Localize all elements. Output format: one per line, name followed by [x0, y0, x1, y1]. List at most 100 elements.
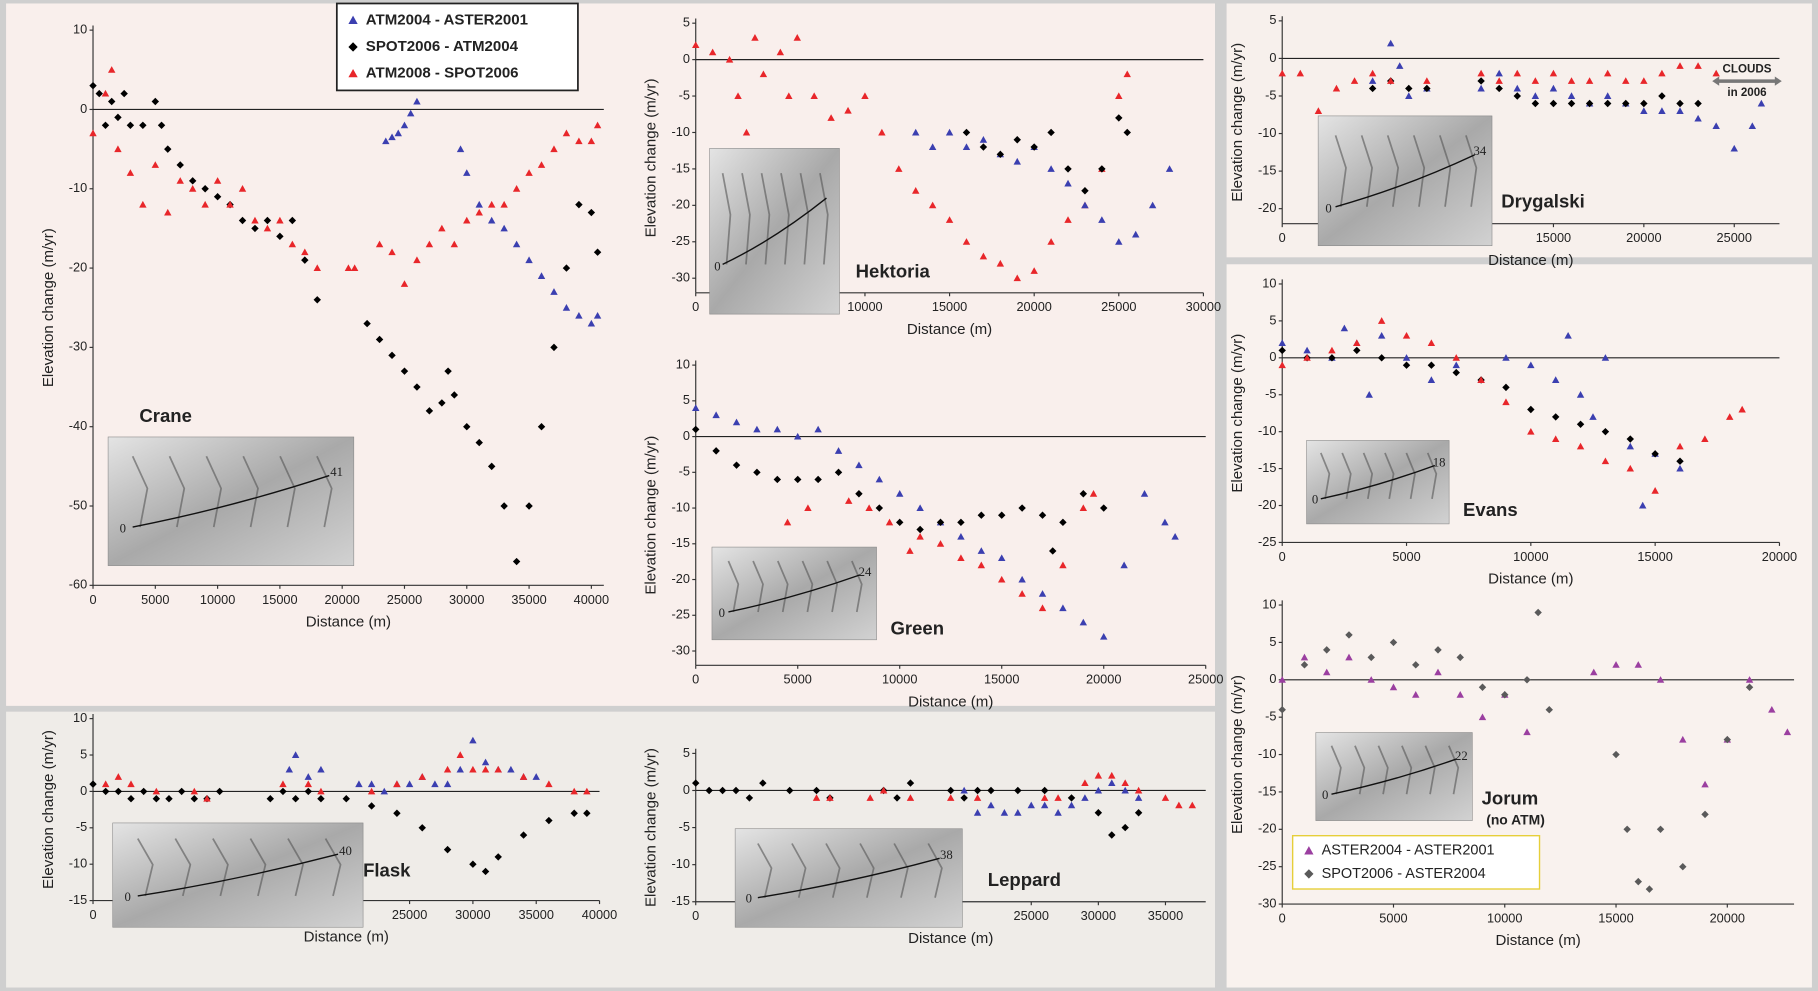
y-tick-label: -5: [679, 87, 690, 102]
inset-label: 18: [1433, 456, 1446, 470]
y-tick-label: -10: [69, 180, 87, 195]
y-tick-label: 0: [1269, 349, 1276, 364]
x-tick-label: 30000: [1081, 908, 1116, 923]
panel-title: Leppard: [988, 869, 1061, 890]
y-tick-label: -25: [1258, 534, 1276, 549]
x-tick-label: 5000: [784, 672, 812, 687]
y-tick-label: 5: [80, 746, 87, 761]
x-tick-label: 0: [1279, 230, 1286, 245]
y-tick-label: 10: [73, 710, 87, 725]
x-tick-label: 25000: [392, 907, 427, 922]
panel: [6, 3, 1215, 705]
y-tick-label: -25: [672, 233, 690, 248]
x-tick-label: 20000: [1016, 299, 1051, 314]
y-tick-label: -20: [1258, 497, 1276, 512]
inset-label: 40: [339, 844, 352, 858]
x-tick-label: 25000: [1014, 908, 1049, 923]
inset-label: 0: [1312, 492, 1318, 506]
y-tick-label: -25: [1258, 858, 1276, 873]
y-tick-label: -30: [1258, 895, 1276, 910]
inset-label: 34: [1473, 144, 1486, 158]
panel-title: Jorum: [1482, 788, 1539, 809]
y-tick-label: -15: [1258, 783, 1276, 798]
x-axis-label: Distance (m): [907, 321, 992, 338]
y-tick-label: -30: [69, 339, 87, 354]
y-tick-label: -10: [672, 499, 690, 514]
y-tick-label: -10: [1258, 125, 1276, 140]
y-axis-label: Elevation change (m/yr): [1229, 675, 1246, 834]
y-tick-label: -15: [672, 535, 690, 550]
y-tick-label: -5: [1265, 709, 1276, 724]
y-tick-label: -10: [69, 856, 87, 871]
y-axis-label: Elevation change (m/yr): [643, 79, 660, 238]
y-tick-label: -25: [672, 607, 690, 622]
legend-label: ASTER2004 - ASTER2001: [1322, 843, 1495, 859]
x-tick-label: 40000: [582, 907, 617, 922]
x-tick-label: 20000: [1762, 549, 1797, 564]
y-tick-label: -40: [69, 418, 87, 433]
x-axis-label: Distance (m): [908, 693, 993, 710]
x-tick-label: 0: [692, 299, 699, 314]
y-tick-label: -5: [679, 819, 690, 834]
y-tick-label: -5: [679, 464, 690, 479]
y-tick-label: -10: [672, 856, 690, 871]
x-tick-label: 35000: [511, 592, 546, 607]
y-tick-label: 10: [1262, 596, 1276, 611]
x-tick-label: 20000: [1626, 230, 1661, 245]
x-tick-label: 0: [692, 908, 699, 923]
x-tick-label: 10000: [200, 592, 235, 607]
y-axis-label: Elevation change (m/yr): [643, 748, 660, 907]
y-tick-label: 0: [683, 782, 690, 797]
x-tick-label: 35000: [1148, 908, 1183, 923]
panel-title: Drygalski: [1501, 191, 1584, 212]
x-tick-label: 0: [1279, 549, 1286, 564]
y-tick-label: -15: [672, 893, 690, 908]
x-tick-label: 25000: [387, 592, 422, 607]
y-axis-label: Elevation change (m/yr): [40, 228, 57, 387]
y-axis-label: Elevation change (m/yr): [643, 436, 660, 595]
y-tick-label: -20: [69, 259, 87, 274]
panel-title: Flask: [363, 860, 411, 881]
y-axis-label: Elevation change (m/yr): [1229, 334, 1246, 493]
y-tick-label: -20: [672, 197, 690, 212]
y-tick-label: -10: [1258, 423, 1276, 438]
y-tick-label: -20: [672, 571, 690, 586]
y-tick-label: 10: [676, 356, 690, 371]
y-tick-label: 0: [80, 101, 87, 116]
y-axis-label: Elevation change (m/yr): [1229, 43, 1246, 202]
x-tick-label: 30000: [449, 592, 484, 607]
x-tick-label: 20000: [1710, 910, 1745, 925]
y-tick-label: -60: [69, 577, 87, 592]
y-tick-label: -20: [1258, 821, 1276, 836]
y-tick-label: -30: [672, 642, 690, 657]
y-tick-label: -15: [69, 892, 87, 907]
y-tick-label: 5: [683, 392, 690, 407]
y-tick-label: 10: [1262, 275, 1276, 290]
inset-label: 0: [125, 890, 131, 904]
panel: [1227, 3, 1812, 257]
x-axis-label: Distance (m): [306, 613, 391, 630]
legend-label: SPOT2006 - ASTER2004: [1322, 866, 1486, 882]
y-tick-label: -20: [1258, 200, 1276, 215]
x-tick-label: 0: [1279, 910, 1286, 925]
x-axis-label: Distance (m): [1488, 252, 1573, 269]
x-tick-label: 15000: [984, 672, 1019, 687]
inset-label: 38: [940, 848, 953, 862]
panel-title: Evans: [1463, 499, 1518, 520]
panel-title: Crane: [139, 405, 192, 426]
x-tick-label: 5000: [1392, 549, 1420, 564]
x-tick-label: 35000: [519, 907, 554, 922]
x-tick-label: 30000: [1186, 299, 1221, 314]
inset-label: 24: [859, 565, 872, 579]
x-tick-label: 5000: [141, 592, 169, 607]
inset-label: 0: [746, 892, 752, 906]
y-tick-label: -15: [1258, 460, 1276, 475]
legend-label: ATM2008 - SPOT2006: [366, 65, 519, 82]
panel-subtitle: (no ATM): [1486, 811, 1545, 827]
x-tick-label: 10000: [847, 299, 882, 314]
annotation: in 2006: [1727, 87, 1767, 99]
x-tick-label: 30000: [455, 907, 490, 922]
legend-label: SPOT2006 - ATM2004: [366, 38, 519, 55]
y-tick-label: 5: [1269, 312, 1276, 327]
y-tick-label: -10: [1258, 746, 1276, 761]
